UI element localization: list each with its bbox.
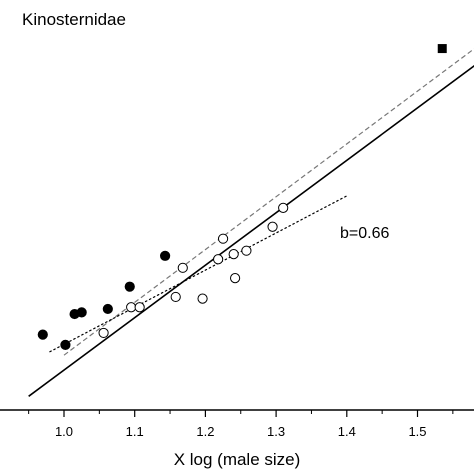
open-circle-point — [126, 302, 137, 313]
dotted-fit-line — [49, 195, 348, 353]
x-tick-label: 1.3 — [267, 424, 285, 439]
dashed-fit-line — [63, 48, 474, 356]
filled-circle-point — [124, 281, 135, 292]
open-circle-point — [217, 233, 229, 244]
slope-annotation: b=0.66 — [340, 225, 390, 242]
filled-circle-point — [60, 339, 71, 351]
open-circle-point — [170, 291, 181, 303]
open-circle-point — [229, 273, 241, 284]
data-points — [37, 44, 447, 351]
open-circle-point — [267, 221, 278, 232]
open-circle-point — [213, 254, 224, 265]
x-axis-label: X log (male size) — [173, 450, 301, 469]
open-circle-point — [228, 249, 239, 260]
solid-fit-line — [28, 64, 474, 397]
open-circle-point — [197, 293, 208, 304]
open-circle-point — [98, 327, 109, 339]
x-tick-label: 1.1 — [126, 424, 144, 439]
open-circle-point — [134, 302, 145, 313]
chart-title: Kinosternidae — [22, 10, 126, 29]
open-circle-point — [241, 245, 252, 256]
x-tick-label: 1.2 — [196, 424, 214, 439]
filled-circle-point — [76, 307, 87, 318]
filled-circle-point — [37, 329, 48, 340]
filled-square-point — [437, 44, 447, 54]
open-circle-point — [278, 202, 289, 213]
x-tick-label: 1.5 — [408, 424, 426, 439]
x-axis: 1.0 1.1 1.2 1.3 1.4 1.5 — [0, 409, 474, 439]
x-tick-label: 1.4 — [338, 424, 356, 439]
x-tick-label: 1.0 — [55, 424, 73, 439]
filled-circle-point — [160, 250, 171, 261]
open-circle-point — [177, 262, 188, 273]
regression-lines — [28, 48, 474, 397]
filled-circle-point — [102, 303, 113, 315]
